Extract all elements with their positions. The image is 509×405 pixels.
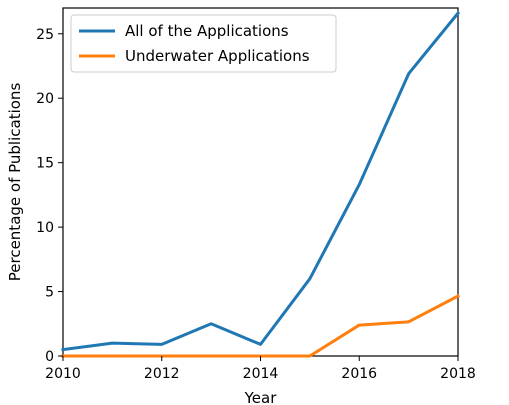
y-tick-label: 0 <box>45 349 54 365</box>
x-tick-label: 2012 <box>144 366 180 382</box>
legend: All of the Applications Underwater Applic… <box>70 14 337 73</box>
y-tick-label: 25 <box>36 27 54 43</box>
x-tick-label: 2014 <box>243 366 279 382</box>
y-tick-label: 10 <box>36 220 54 236</box>
y-tick-label: 5 <box>45 285 54 301</box>
series-line-2 <box>61 294 461 358</box>
y-tick-label: 20 <box>36 91 54 107</box>
legend-box <box>70 14 337 73</box>
y-axis-ticks: 0 5 10 15 20 25 <box>36 27 63 365</box>
x-axis-ticks: 2010 2012 2014 2016 2018 <box>45 356 476 382</box>
x-tick-label: 2010 <box>45 366 81 382</box>
legend-entry-label: Underwater Applications <box>125 47 310 65</box>
y-tick-label: 15 <box>36 156 54 172</box>
x-tick-label: 2016 <box>341 366 377 382</box>
x-tick-label: 2018 <box>440 366 476 382</box>
y-axis-label: Percentage of Publications <box>6 83 24 282</box>
legend-entry-label: All of the Applications <box>125 22 289 40</box>
series-line-1 <box>61 11 461 352</box>
x-axis-label: Year <box>244 389 278 405</box>
